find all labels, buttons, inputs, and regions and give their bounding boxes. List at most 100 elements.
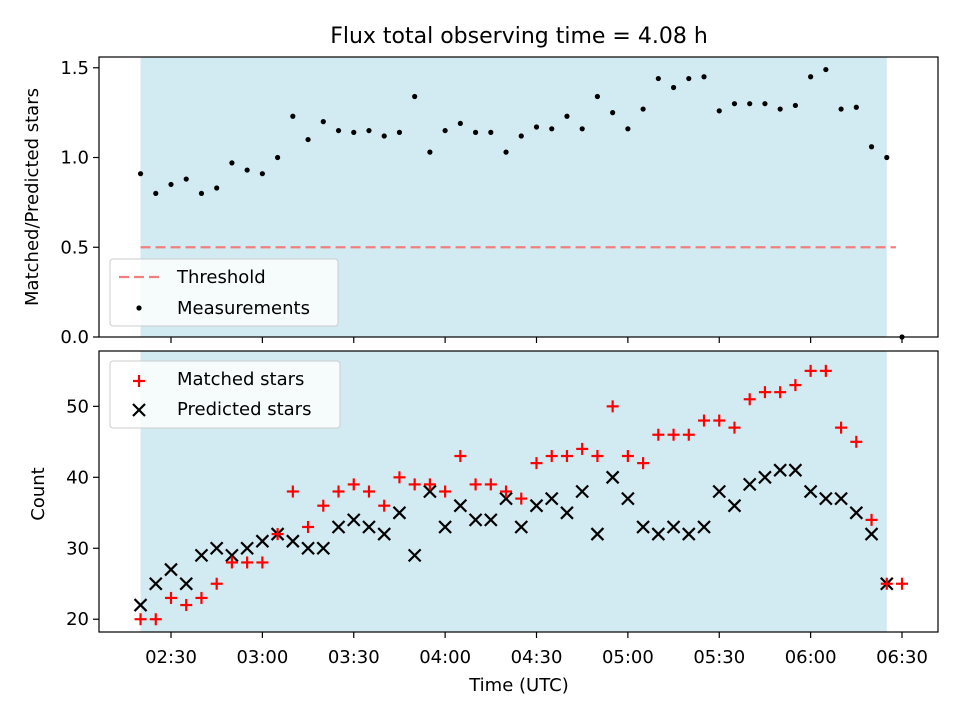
matched-star-point <box>302 520 315 533</box>
predicted-star-point <box>423 484 437 499</box>
matched-star-point <box>743 393 756 406</box>
matched-star-point <box>439 485 452 498</box>
matched-star-point <box>332 485 345 498</box>
predicted-star-point <box>590 527 605 541</box>
measurement-point <box>244 167 250 173</box>
predicted-star-point <box>346 513 361 527</box>
y-tick-label: 0.0 <box>60 327 89 348</box>
predicted-star-point <box>636 520 650 534</box>
matched-star-point <box>454 450 467 463</box>
bottom-legend-box <box>109 360 341 429</box>
x-tick-label: 06:00 <box>785 647 837 668</box>
matched-star-point <box>850 435 863 448</box>
y-tick-label: 50 <box>66 396 89 417</box>
predicted-star-point <box>514 520 529 534</box>
measurement-point <box>320 119 326 125</box>
matched-star-point <box>515 492 528 505</box>
predicted-star-point <box>499 491 513 506</box>
matched-star-point <box>195 591 208 604</box>
top-y-axis-label: Matched/Predicted stars <box>22 88 43 306</box>
matched-star-point <box>835 421 848 434</box>
predicted-star-point <box>362 520 376 534</box>
predicted-star-point <box>834 491 848 506</box>
measurement-point <box>640 106 646 112</box>
predicted-star-point <box>560 506 574 520</box>
matched-star-point <box>530 457 543 470</box>
predicted-star-point <box>529 498 544 513</box>
measurement-point <box>442 127 448 134</box>
matched-star-point <box>484 478 497 491</box>
matched-star-point <box>256 556 269 569</box>
matched-star-point <box>241 556 254 569</box>
measurement-point <box>153 190 159 197</box>
measurement-point <box>777 106 783 112</box>
predicted-star-point <box>621 491 635 506</box>
predicted-star-point <box>864 527 879 541</box>
matched-star-point <box>728 421 741 434</box>
x-tick-label: 05:30 <box>693 647 745 668</box>
matched-star-point <box>180 599 193 612</box>
matched-star-point <box>149 613 162 626</box>
bottom-y-ticks: 20 30 40 50 <box>66 396 99 630</box>
matched-star-point <box>210 577 223 590</box>
measurement-point <box>701 74 707 80</box>
y-tick-label: 1.0 <box>60 148 89 169</box>
measurement-point <box>792 102 798 109</box>
predicted-star-point <box>788 463 803 477</box>
threshold-legend-label: Threshold <box>176 267 266 288</box>
predicted-star-point <box>331 520 346 534</box>
y-tick-label: 0.5 <box>60 237 89 258</box>
matched-star-point <box>789 379 802 392</box>
matched-star-point <box>134 613 147 626</box>
predicted-star-point <box>819 491 833 506</box>
measurement-point <box>137 171 144 177</box>
matched-star-point <box>606 400 619 413</box>
predicted-star-point <box>605 470 620 485</box>
matched-star-point <box>347 478 360 491</box>
measurement-point <box>716 108 722 114</box>
matched-star-point <box>713 414 726 427</box>
predicted-star-point <box>255 534 270 548</box>
bottom-x-ticks: 02:30 03:00 03:30 04:00 04:30 05:00 05:30 06:00… <box>145 632 928 668</box>
matched-star-point <box>408 478 421 491</box>
measurement-point <box>396 129 403 135</box>
measurement-point <box>335 127 342 134</box>
measurement-point <box>884 154 890 161</box>
matched-star-point <box>652 428 665 441</box>
matched-star-point <box>774 386 787 399</box>
measurement-point <box>518 133 524 139</box>
predicted-star-point <box>544 491 559 506</box>
measurement-point <box>351 129 357 135</box>
matched-star-point <box>576 442 589 455</box>
measurement-point <box>427 149 433 155</box>
x-tick-label: 05:00 <box>602 647 654 668</box>
x-tick-label: 02:30 <box>145 647 197 668</box>
predicted-star-point <box>575 484 589 499</box>
measurement-point <box>533 124 540 130</box>
chart-title: Flux total observing time = 4.08 h <box>330 24 708 49</box>
predicted-star-point <box>148 576 163 591</box>
x-tick-label: 03:00 <box>236 647 288 668</box>
top-panel: 0.0 0.5 1.0 1.5 Matched/Predicted stars Thr… <box>22 56 939 348</box>
matched-star-point <box>591 450 604 463</box>
measurements-legend-swatch <box>136 305 142 311</box>
matched-star-point <box>165 591 177 604</box>
measurement-points <box>137 66 905 340</box>
matched-star-point <box>545 450 558 463</box>
predicted-star-point <box>240 541 254 556</box>
measurement-point <box>853 104 859 110</box>
matched-star-point <box>621 450 634 463</box>
matched-star-point <box>469 478 482 491</box>
matched-star-point <box>637 457 650 470</box>
measurement-point <box>762 101 768 107</box>
matched-star-point <box>880 577 893 590</box>
predicted-star-point <box>164 562 178 577</box>
y-tick-label: 20 <box>66 609 89 630</box>
measurement-point <box>868 144 875 150</box>
predicted-star-point <box>468 513 483 527</box>
matched-star-point <box>758 386 771 399</box>
matched-star-point <box>317 499 330 512</box>
matched-star-point <box>560 450 573 463</box>
predicted-star-point <box>651 527 666 541</box>
